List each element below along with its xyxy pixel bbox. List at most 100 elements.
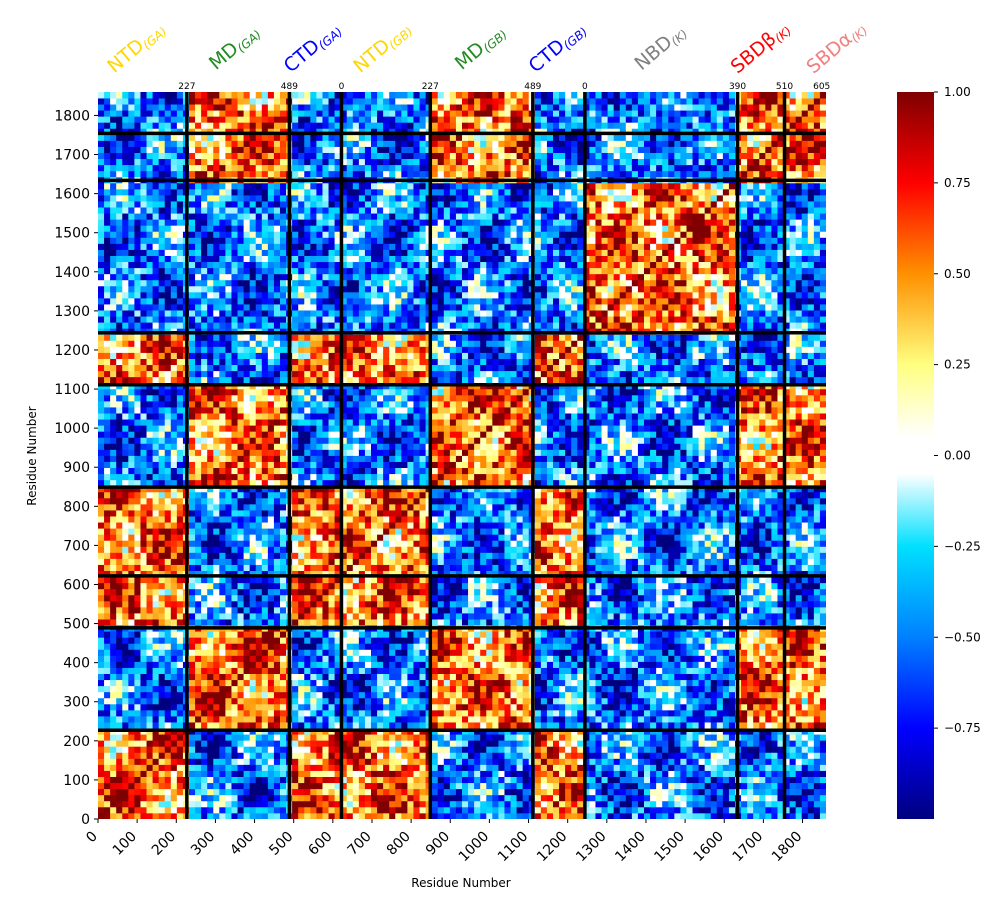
heatmap-cell: [231, 697, 238, 705]
heatmap-cell: [243, 467, 251, 475]
heatmap-cell: [225, 740, 232, 747]
heatmap-cell: [146, 540, 153, 547]
heatmap-cell: [219, 376, 226, 384]
heatmap-cell: [146, 782, 153, 790]
heatmap-cell: [304, 152, 311, 160]
heatmap-cell: [189, 182, 196, 190]
heatmap-cell: [164, 376, 172, 384]
heatmap-cell: [104, 322, 111, 329]
heatmap-cell: [195, 673, 202, 681]
heatmap-cell: [116, 600, 123, 608]
heatmap-cell: [322, 564, 329, 572]
heatmap-cell: [104, 782, 111, 790]
heatmap-cell: [164, 643, 172, 650]
heatmap-cell: [158, 140, 166, 147]
heatmap-cell: [104, 376, 111, 384]
heatmap-cell: [104, 219, 111, 226]
heatmap-cell: [225, 279, 232, 287]
heatmap-cell: [322, 522, 329, 529]
heatmap-cell: [122, 261, 129, 269]
heatmap-cell: [128, 782, 135, 790]
heatmap-cell: [116, 425, 123, 432]
heatmap-cell: [292, 812, 299, 819]
heatmap-cell: [98, 667, 105, 674]
heatmap-cell: [170, 679, 178, 687]
heatmap-cell: [104, 110, 111, 117]
heatmap-cell: [225, 140, 232, 147]
heatmap-cell: [213, 364, 220, 372]
heatmap-cell: [334, 334, 342, 341]
heatmap-cell: [98, 279, 105, 287]
heatmap-cell: [310, 346, 317, 353]
heatmap-cell: [213, 782, 220, 790]
heatmap-cell: [189, 437, 196, 444]
heatmap-cell: [207, 703, 214, 711]
heatmap-cell: [128, 752, 135, 759]
heatmap-cell: [255, 534, 263, 541]
heatmap-cell: [122, 140, 129, 147]
heatmap-cell: [340, 667, 348, 674]
heatmap-cell: [213, 255, 220, 263]
heatmap-cell: [152, 697, 160, 705]
heatmap-cells: [98, 92, 826, 819]
heatmap-cell: [267, 740, 275, 747]
heatmap-cell: [134, 631, 141, 638]
heatmap-cell: [98, 413, 105, 420]
heatmap-cell: [334, 407, 342, 414]
heatmap-cell: [116, 297, 123, 305]
heatmap-cell: [122, 691, 129, 699]
heatmap-cell: [298, 188, 305, 196]
heatmap-cell: [195, 134, 202, 141]
heatmap-cell: [346, 806, 354, 814]
heatmap-cell: [304, 273, 311, 281]
heatmap-cell: [140, 758, 147, 765]
heatmap-cell: [134, 437, 141, 444]
heatmap-cell: [140, 691, 147, 699]
heatmap-cell: [267, 443, 275, 450]
heatmap-cell: [225, 485, 232, 493]
heatmap-cell: [346, 546, 354, 553]
heatmap-cell: [146, 352, 153, 359]
heatmap-cell: [201, 631, 208, 638]
heatmap-cell: [213, 352, 220, 359]
heatmap-cell: [213, 146, 220, 153]
heatmap-cell: [140, 794, 147, 802]
heatmap-cell: [207, 182, 214, 190]
heatmap-cell: [298, 546, 305, 553]
heatmap-cell: [304, 528, 311, 535]
heatmap-cell: [267, 600, 275, 608]
heatmap-cell: [292, 594, 299, 602]
heatmap-cell: [249, 540, 257, 547]
heatmap-cell: [334, 255, 342, 263]
heatmap-cell: [328, 358, 335, 366]
heatmap-cell: [316, 667, 323, 674]
heatmap-cell: [261, 291, 269, 299]
heatmap-cell: [298, 413, 305, 420]
heatmap-cell: [207, 558, 214, 565]
heatmap-cell: [219, 358, 226, 366]
heatmap-cell: [158, 806, 166, 814]
heatmap-cell: [249, 370, 257, 378]
heatmap-cell: [195, 152, 202, 160]
heatmap-cell: [98, 158, 105, 166]
heatmap-cell: [298, 164, 305, 172]
heatmap-cell: [164, 510, 172, 517]
heatmap-cell: [170, 431, 178, 438]
heatmap-cell: [219, 425, 226, 432]
heatmap-cell: [201, 297, 208, 305]
heatmap-cell: [104, 473, 111, 481]
heatmap-cell: [213, 140, 220, 147]
heatmap-cell: [316, 794, 323, 802]
heatmap-cell: [225, 619, 232, 626]
heatmap-cell: [261, 243, 269, 250]
heatmap-cell: [340, 134, 348, 141]
heatmap-cell: [328, 419, 335, 426]
heatmap-cell: [207, 655, 214, 662]
heatmap-cell: [98, 394, 105, 402]
heatmap-cell: [128, 400, 135, 408]
heatmap-cell: [134, 140, 141, 147]
heatmap-cell: [231, 497, 238, 505]
heatmap-cell: [122, 237, 129, 244]
heatmap-cell: [249, 522, 257, 529]
heatmap-cell: [201, 425, 208, 432]
